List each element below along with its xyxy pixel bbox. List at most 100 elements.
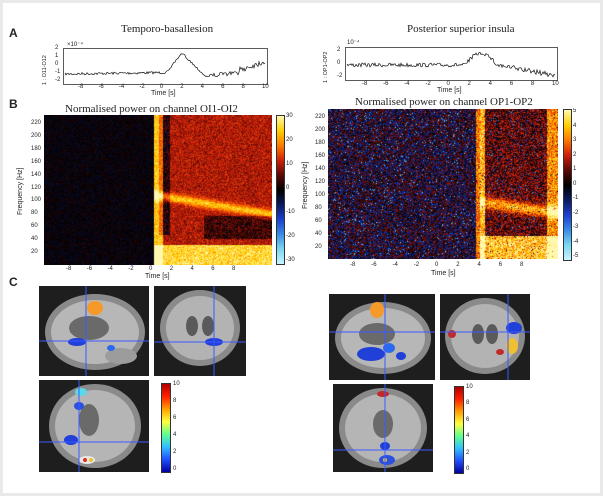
x-tick-label: -8 — [78, 84, 84, 90]
y-tick-label: 20 — [31, 249, 38, 255]
x-tick-label: 0 — [149, 266, 153, 272]
colorbar-tick-label: 0 — [466, 466, 470, 472]
trace-left-plot — [63, 48, 268, 85]
colorbar-tick-label: 10 — [466, 384, 473, 390]
mri-left-colorbar — [161, 383, 171, 473]
mri-right-coronal — [440, 294, 530, 380]
x-tick-label: 4 — [477, 262, 481, 268]
spectro-right-xlabel: Time [s] — [431, 270, 456, 277]
colorbar-tick-label: -2 — [573, 209, 579, 216]
y-tick-label: -2 — [337, 73, 343, 79]
y-tick-label: 80 — [315, 205, 322, 211]
x-tick-label: -8 — [350, 262, 356, 268]
trace-left-ylabel: 1 : O11-O12 — [42, 55, 48, 85]
y-tick-label: 0 — [55, 61, 59, 67]
colorbar-tick-label: 5 — [573, 108, 577, 114]
x-tick-label: -4 — [118, 84, 125, 90]
x-tick-label: -6 — [371, 262, 377, 268]
mri-left-axial — [39, 380, 149, 472]
colorbar-tick-label: -30 — [286, 257, 295, 263]
y-tick-label: 180 — [315, 140, 326, 146]
trace-right-line — [346, 51, 556, 78]
spectro-right-title: Normalised power on channel OP1-OP2 — [355, 96, 533, 108]
panel-letter-b: B — [9, 97, 18, 111]
spectro-left-xlabel: Time [s] — [145, 273, 170, 280]
trace-left-xlabel: Time [s] — [151, 90, 176, 97]
colorbar-tick-label: 10 — [286, 161, 293, 167]
y-tick-label: 100 — [31, 197, 42, 204]
x-tick-label: -8 — [362, 81, 368, 87]
x-tick-label: -6 — [98, 84, 104, 90]
x-tick-label: 0 — [435, 262, 439, 268]
colorbar-tick-label: 4 — [173, 432, 177, 438]
colorbar-tick-label: 2 — [466, 449, 470, 456]
colorbar-tick-label: 1 — [573, 166, 577, 172]
x-tick-label: 8 — [232, 266, 236, 272]
trace-right-scale: 10⁻⁴ — [347, 40, 360, 46]
trace-right-axes — [345, 47, 558, 81]
panel-letter-a: A — [9, 26, 18, 40]
x-tick-label: -4 — [404, 81, 410, 87]
y-tick-label: 140 — [31, 171, 42, 178]
x-tick-label: -8 — [66, 266, 72, 272]
x-tick-label: 2 — [169, 266, 174, 272]
x-tick-label: 8 — [241, 84, 245, 90]
mri-left-coronal — [154, 286, 246, 376]
mri-right-colorbar — [454, 386, 464, 474]
x-tick-label: 2 — [456, 262, 460, 268]
y-tick-label: 60 — [31, 223, 38, 230]
trace-right-plot — [345, 47, 558, 81]
x-tick-label: -4 — [107, 266, 113, 272]
spectrogram-right — [328, 109, 558, 259]
x-tick-label: -2 — [413, 262, 420, 268]
panel-letter-c: C — [9, 275, 18, 289]
mri-right-axial — [333, 384, 433, 472]
y-tick-label: 1 — [55, 53, 59, 59]
colorbar-tick-label: 4 — [573, 122, 577, 129]
x-tick-label: 2 — [180, 84, 184, 90]
colorbar-tick-label: 30 — [286, 113, 293, 119]
x-tick-label: 0 — [159, 84, 164, 90]
colorbar-tick-label: 8 — [466, 400, 470, 407]
trace-left-scale: ×10⁻⁴ — [67, 42, 83, 48]
y-tick-label: 40 — [31, 236, 38, 243]
spectro-right-colorbar — [563, 109, 572, 261]
x-tick-label: 2 — [467, 81, 471, 87]
colorbar-tick-label: -5 — [573, 253, 579, 259]
x-tick-label: 4 — [200, 84, 204, 90]
x-tick-label: -6 — [383, 81, 389, 87]
x-tick-label: 8 — [520, 262, 524, 268]
y-tick-label: 100 — [315, 192, 326, 198]
y-tick-label: 40 — [315, 231, 322, 237]
y-tick-label: 60 — [315, 218, 322, 224]
y-tick-label: 180 — [31, 145, 42, 152]
y-tick-label: 160 — [315, 153, 326, 159]
y-tick-label: 160 — [31, 158, 42, 165]
spectro-left-title: Normalised power on channel OI1-OI2 — [65, 103, 238, 115]
x-tick-label: -2 — [139, 84, 145, 90]
x-tick-label: -4 — [392, 262, 398, 268]
colorbar-tick-label: 0 — [286, 185, 290, 191]
colorbar-tick-label: -3 — [573, 224, 579, 230]
trace-right-ylabel: 1 : OP1-OP2 — [323, 51, 329, 84]
y-tick-label: 200 — [315, 127, 326, 133]
y-tick-label: -2 — [55, 77, 61, 83]
y-tick-label: 2 — [55, 45, 59, 51]
x-tick-label: -2 — [425, 81, 431, 87]
x-tick-label: -2 — [128, 266, 134, 272]
x-tick-label: 10 — [552, 81, 559, 87]
colorbar-tick-label: -1 — [573, 195, 579, 201]
x-tick-label: 6 — [221, 84, 225, 90]
figure-canvas: A B C Temporo-basallesion Posterior supe… — [3, 3, 600, 493]
spectro-right-ylabel: Frequency [Hz] — [302, 161, 309, 209]
trace-right-title: Posterior superior insula — [407, 23, 515, 35]
spectrogram-left — [44, 115, 272, 265]
y-tick-label: 120 — [31, 184, 42, 191]
trace-left-line — [64, 53, 266, 78]
y-tick-label: -1 — [55, 69, 61, 75]
y-tick-label: 140 — [315, 166, 326, 172]
y-tick-label: 80 — [31, 210, 38, 217]
y-tick-label: 220 — [31, 120, 42, 126]
x-tick-label: 6 — [509, 81, 514, 87]
